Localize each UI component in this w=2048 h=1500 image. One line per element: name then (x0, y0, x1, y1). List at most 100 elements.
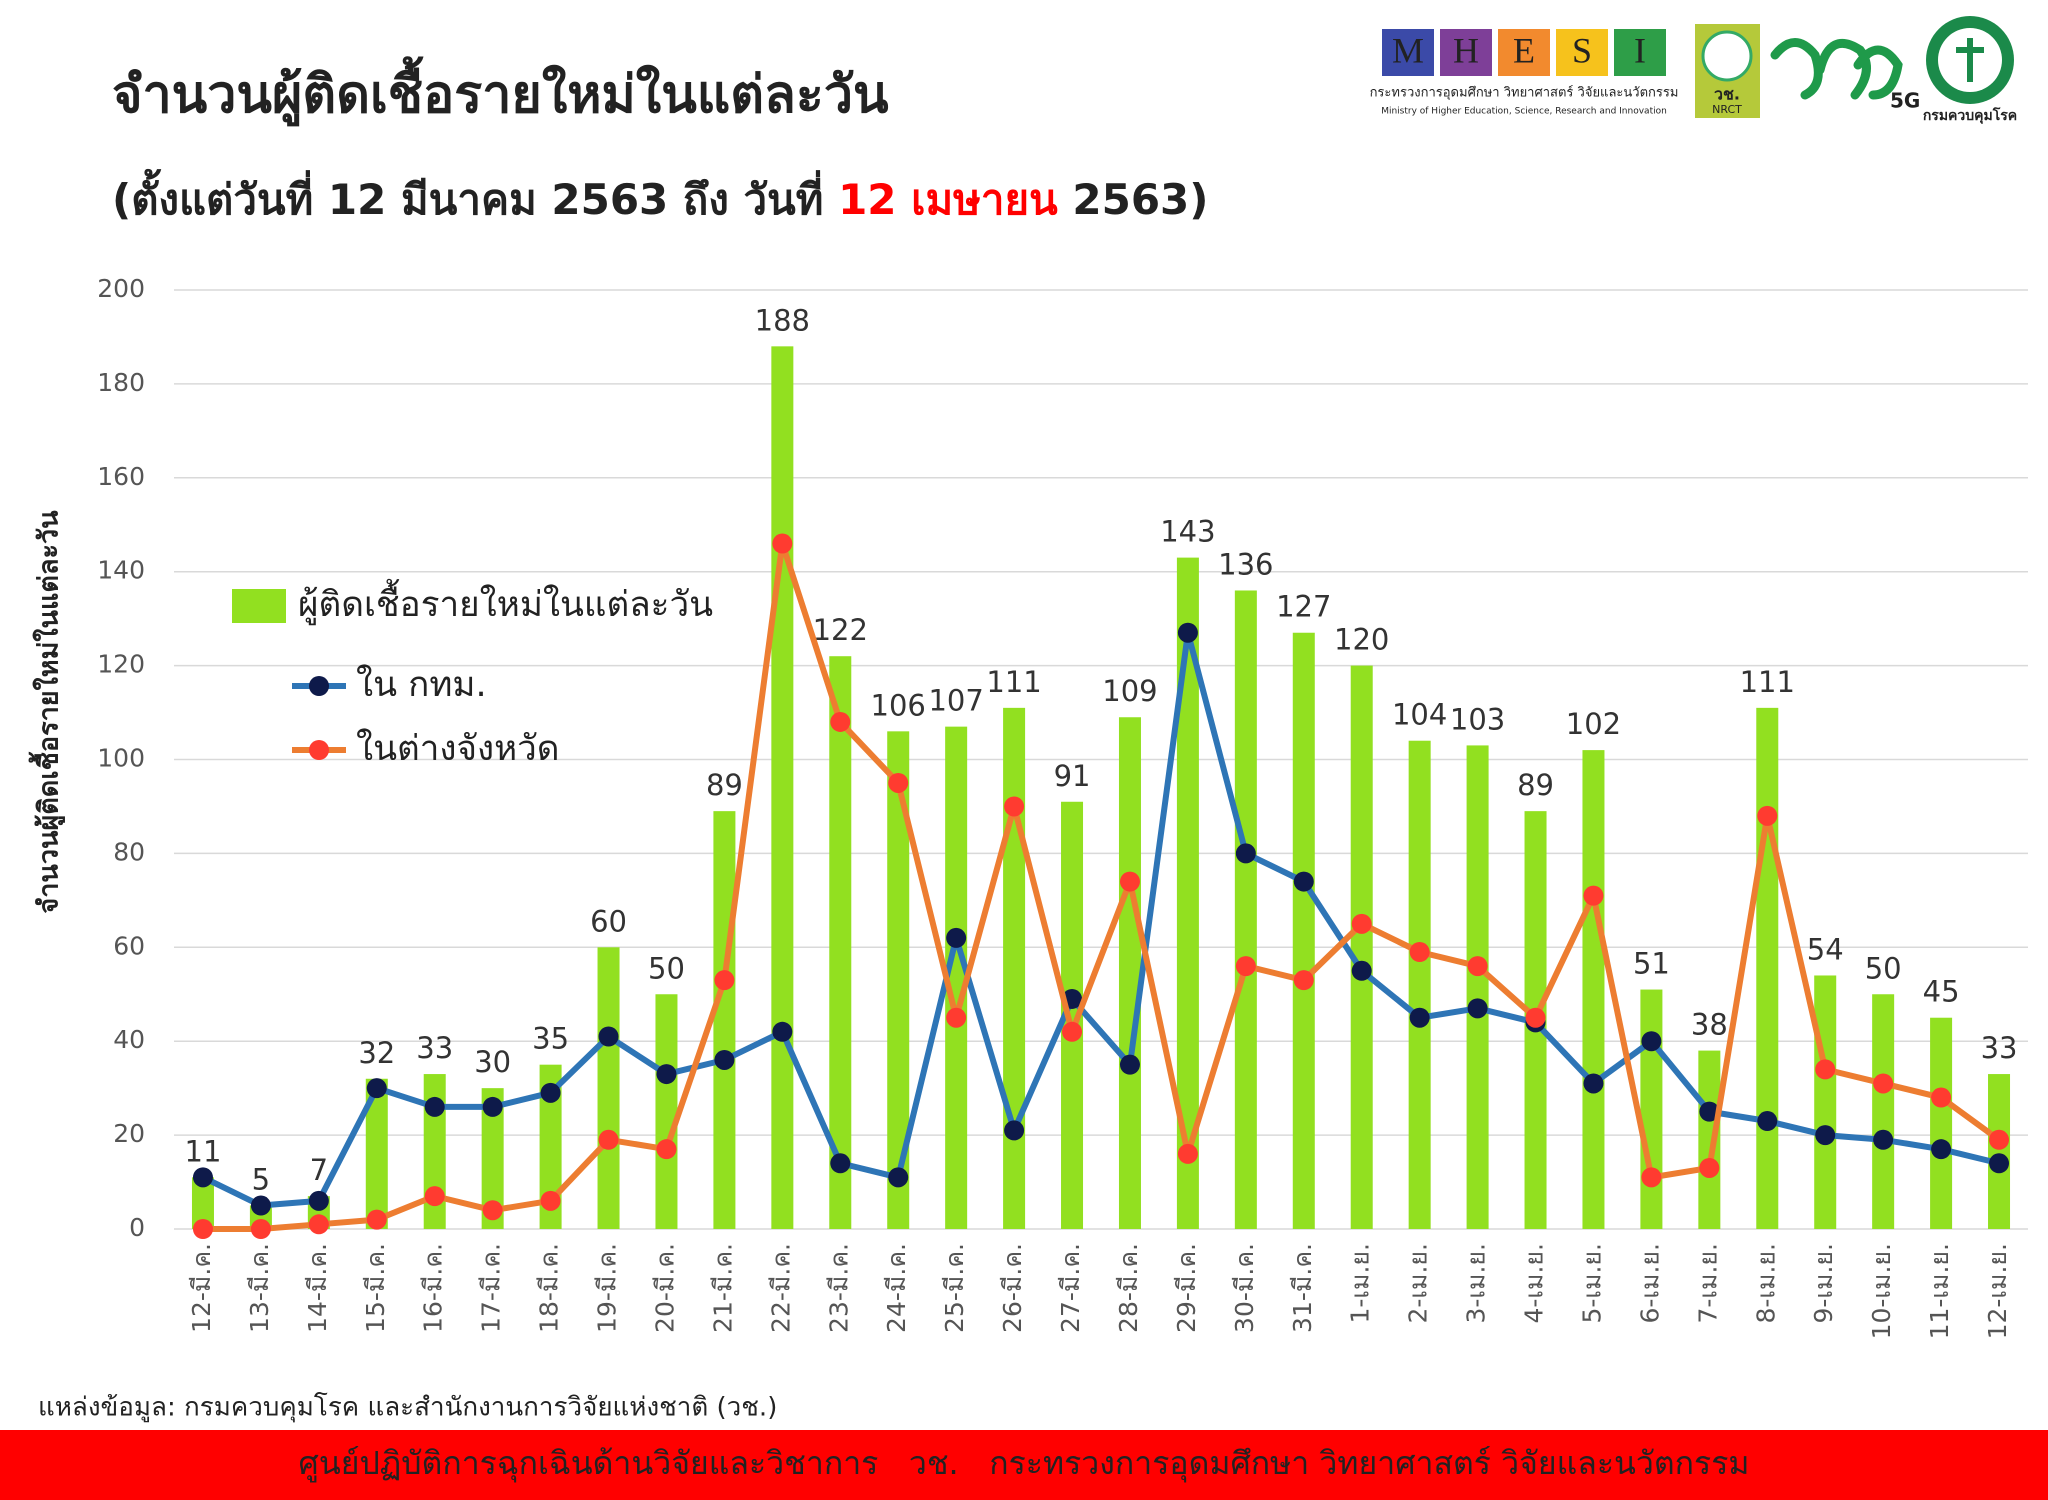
bar (1988, 1074, 2011, 1229)
marker (1525, 1007, 1546, 1028)
source: แหล่งข้อมูล: กรมควบคุมโรค และสำนักงานการ… (38, 1392, 777, 1423)
bar (945, 726, 968, 1229)
logo-emblem (1701, 30, 1753, 82)
marker (1119, 1054, 1140, 1075)
line (202, 540, 2001, 1232)
marker (1467, 998, 1488, 1019)
value-label: 30 (474, 1045, 511, 1079)
marker (772, 1021, 793, 1042)
marker (540, 1190, 561, 1211)
y-tick-label: 100 (97, 744, 145, 773)
x-tick-label: 18-มี.ค. (535, 1243, 564, 1333)
logo-text: วช. (1714, 85, 1740, 104)
y-tick-label: 40 (113, 1025, 145, 1054)
x-tick-label: 27-มี.ค. (1056, 1243, 1085, 1333)
bar (1872, 994, 1895, 1229)
chart-title: จำนวนผู้ติดเชื้อรายใหม่ในแต่ละวัน (112, 56, 889, 127)
marker (1351, 960, 1372, 981)
x-tick-label: 16-มี.ค. (419, 1243, 448, 1333)
logo-text: NRCT (1712, 103, 1742, 116)
x-tick-label: 4-เม.ย. (1520, 1243, 1549, 1324)
x-tick-label: 26-มี.ค. (998, 1243, 1027, 1333)
marker (308, 1190, 329, 1211)
x-tick-label: 3-เม.ย. (1462, 1243, 1491, 1324)
bar (365, 1078, 388, 1229)
marker (1757, 805, 1778, 826)
logo-text: กระทรวงการอุดมศึกษา วิทยาศาสตร์ วิจัยและ… (1370, 85, 1679, 101)
marker (1062, 1021, 1083, 1042)
x-tick-label: 12-มี.ค. (187, 1243, 216, 1333)
logo-letter: E (1513, 30, 1535, 70)
logo-box (1614, 29, 1666, 76)
marker (1119, 871, 1140, 892)
marker (1235, 956, 1256, 977)
value-label: 143 (1160, 515, 1215, 549)
logo-box (1440, 29, 1492, 76)
x-tick-label: 24-มี.ค. (882, 1243, 911, 1333)
value-label: 33 (416, 1031, 453, 1065)
marker (308, 1214, 329, 1235)
marker (482, 1096, 503, 1117)
marker (250, 1195, 271, 1216)
bar (1061, 801, 1084, 1229)
logo-swirl (1770, 38, 1903, 100)
marker (598, 1026, 619, 1047)
bar (191, 1177, 214, 1229)
bar (1408, 740, 1431, 1229)
bar (1466, 745, 1489, 1229)
x-tick-label: 23-มี.ค. (824, 1243, 853, 1333)
bar (713, 811, 736, 1229)
legend-swatch (232, 589, 286, 623)
legend-swatch (309, 676, 329, 696)
x-tick-label: 5-เม.ย. (1577, 1243, 1606, 1324)
bar (887, 731, 910, 1229)
marker (1931, 1139, 1952, 1160)
value-label: 107 (928, 684, 983, 718)
value-label: 89 (1517, 768, 1554, 802)
legend-swatch (309, 740, 329, 760)
marker (1815, 1125, 1836, 1146)
value-label: 32 (358, 1036, 395, 1070)
x-tick-label: 11-เม.ย. (1925, 1243, 1954, 1339)
logo-text: Ministry of Higher Education, Science, R… (1381, 107, 1667, 117)
bar (1930, 1017, 1953, 1229)
bar (1176, 557, 1199, 1229)
y-tick-label: 60 (113, 931, 145, 960)
marker (1351, 913, 1372, 934)
marker (540, 1082, 561, 1103)
x-tick-label: 21-มี.ค. (708, 1243, 737, 1333)
value-label: 7 (310, 1153, 328, 1187)
x-tick-label: 10-เม.ย. (1867, 1243, 1896, 1339)
value-label: 60 (590, 904, 627, 938)
marker (1004, 1120, 1025, 1141)
x-tick-label: 19-มี.ค. (593, 1243, 622, 1333)
x-tick-label: 30-มี.ค. (1230, 1243, 1259, 1333)
marker (1815, 1059, 1836, 1080)
legend-label: ในต่างจังหวัด (356, 728, 560, 769)
marker (424, 1186, 445, 1207)
marker (1293, 871, 1314, 892)
bar (1698, 1050, 1721, 1229)
marker (1583, 1073, 1604, 1094)
logo-box (1498, 29, 1550, 76)
x-tick-label: 17-มี.ค. (477, 1243, 506, 1333)
marker (1004, 796, 1025, 817)
x-tick-label: 13-มี.ค. (245, 1243, 274, 1333)
bar (1292, 632, 1315, 1229)
value-label: 35 (532, 1022, 569, 1056)
value-label: 127 (1276, 590, 1331, 624)
x-tick-label: 31-มี.ค. (1288, 1243, 1317, 1333)
marker (714, 970, 735, 991)
x-tick-label: 9-เม.ย. (1809, 1243, 1838, 1324)
y-tick-label: 160 (97, 462, 145, 491)
marker (1235, 843, 1256, 864)
legend-label: ใน กทม. (356, 664, 487, 705)
footer-bar (0, 1430, 2048, 1500)
value-label: 106 (871, 688, 926, 722)
x-tick-label: 22-มี.ค. (766, 1243, 795, 1333)
y-tick-label: 80 (113, 837, 145, 866)
x-tick-label: 8-เม.ย. (1751, 1243, 1780, 1324)
value-label: 102 (1566, 707, 1621, 741)
nrct-logo: วช. NRCT (1695, 24, 1760, 118)
value-label: 120 (1334, 623, 1389, 657)
